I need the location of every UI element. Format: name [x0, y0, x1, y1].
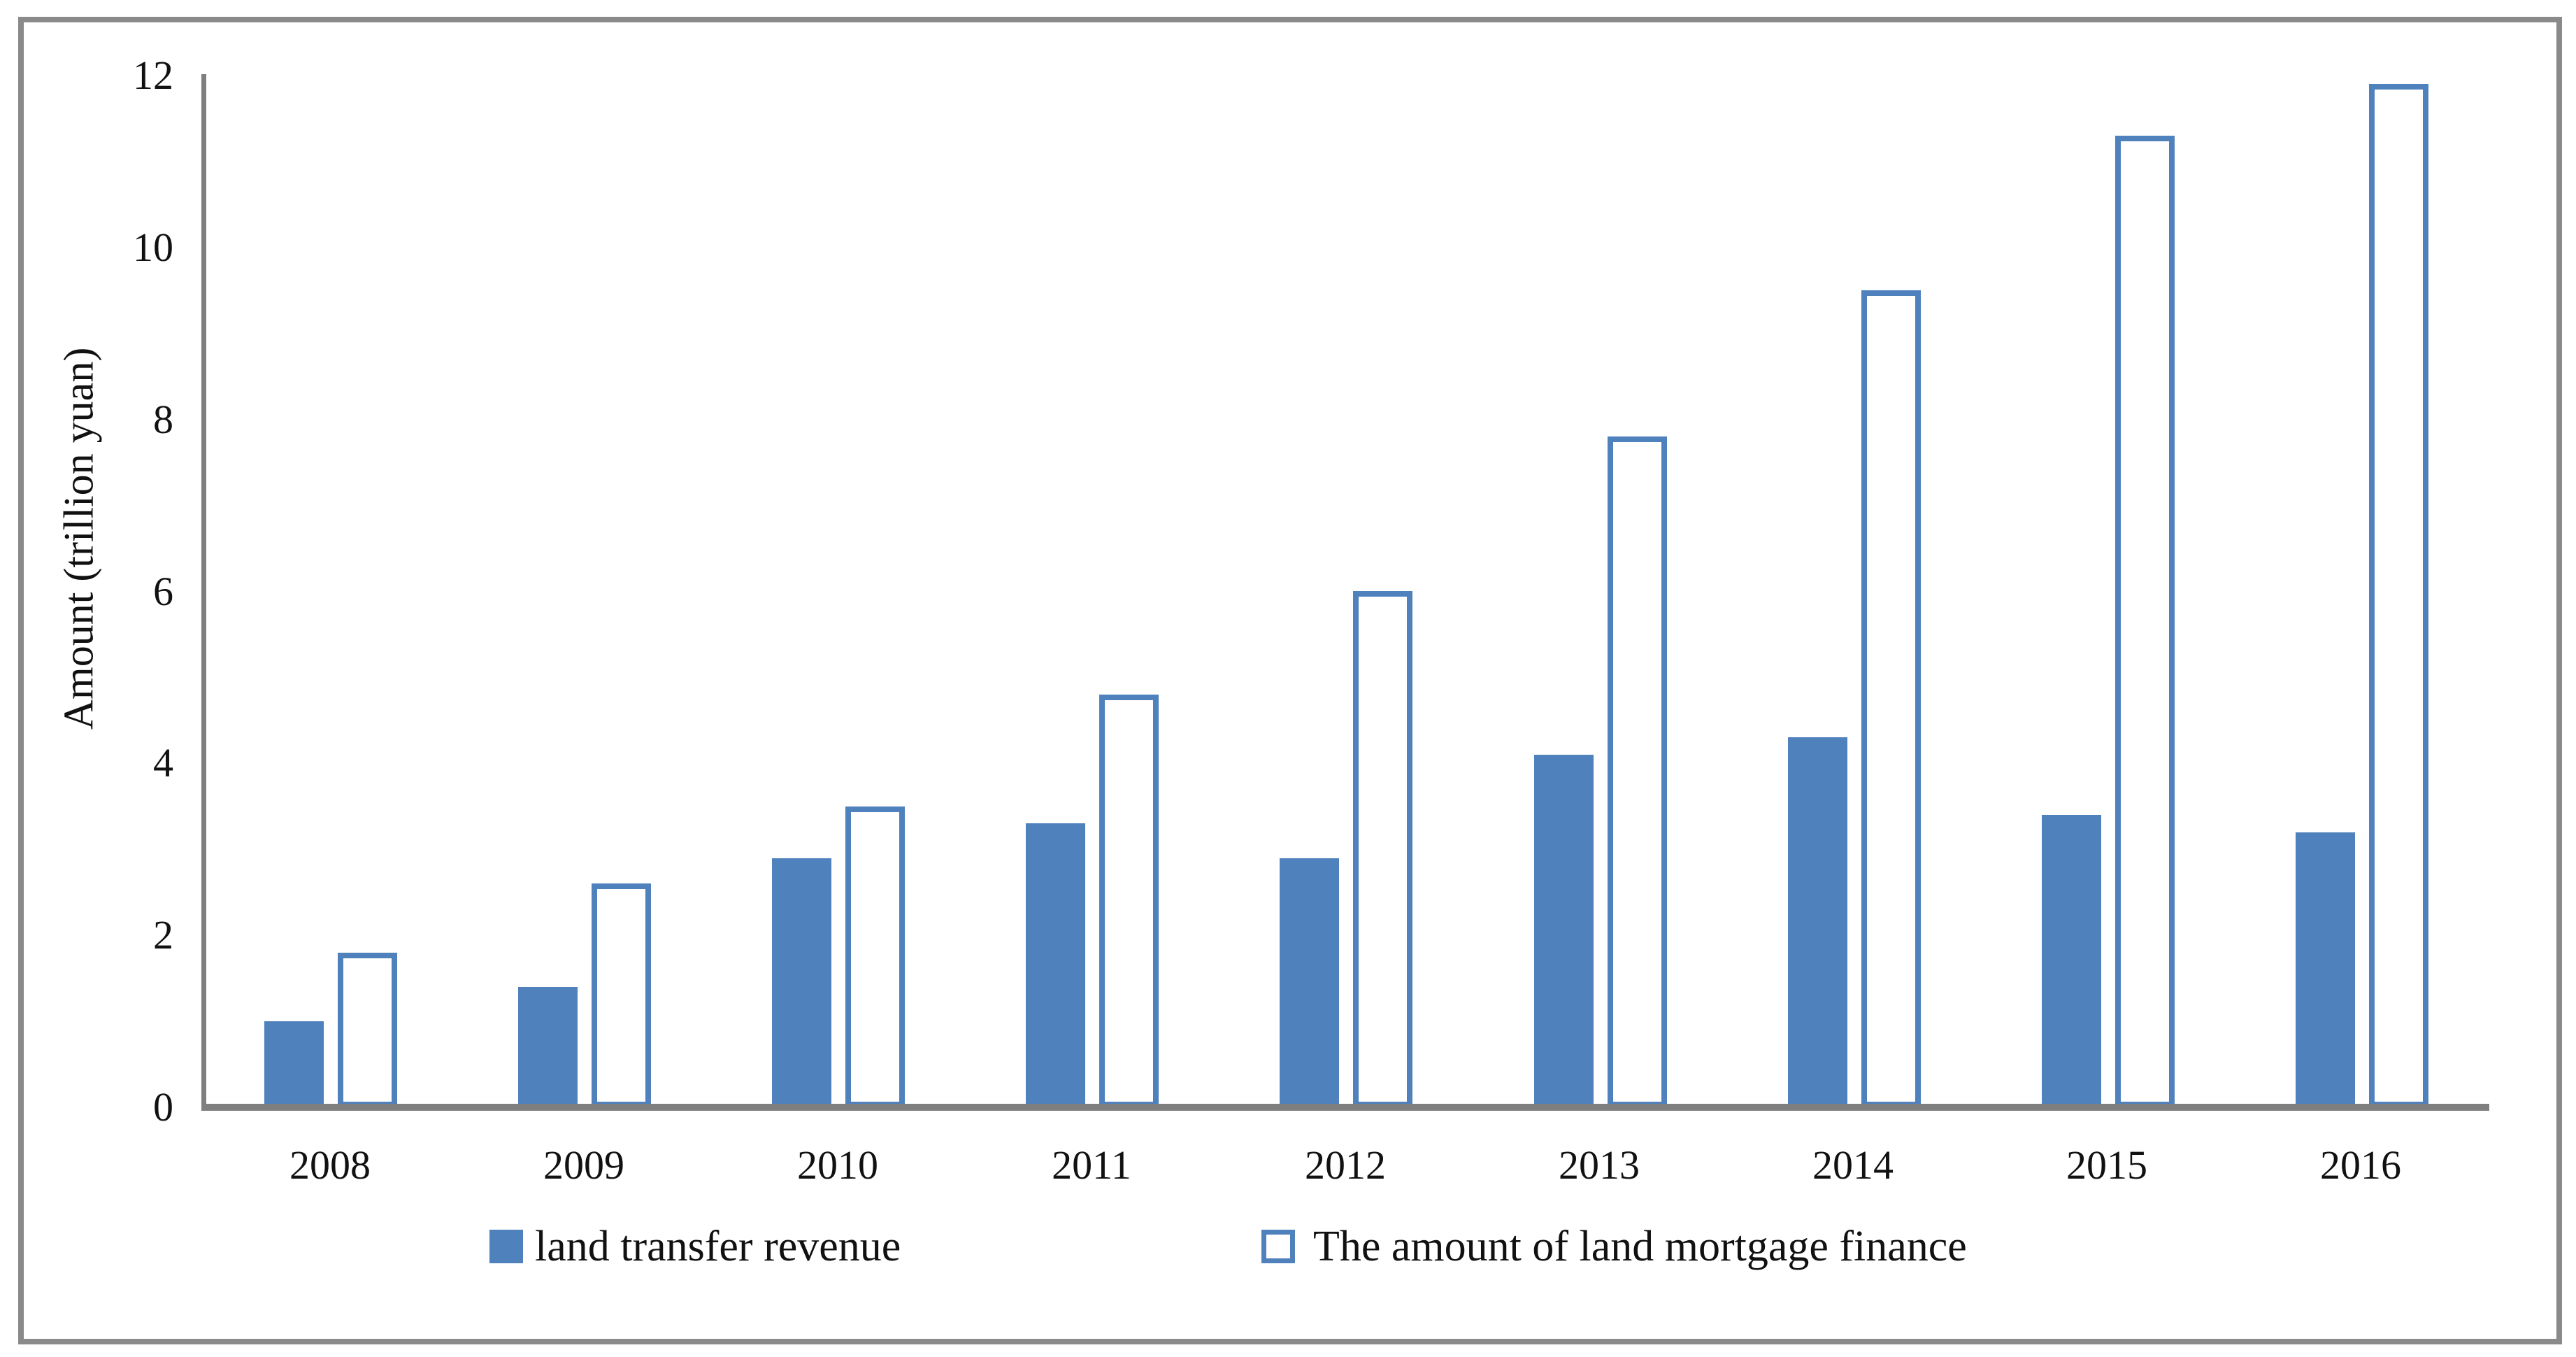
figure-border: [18, 17, 2562, 1344]
bar-outline-2010: [845, 807, 905, 1107]
legend-swatch-outline: [1261, 1230, 1295, 1263]
x-category-label-2009: 2009: [543, 1142, 624, 1188]
x-category-label-2013: 2013: [1559, 1142, 1640, 1188]
bar-solid-2010: [772, 858, 831, 1107]
bar-solid-2013: [1534, 755, 1594, 1107]
bar-outline-2008: [338, 953, 397, 1107]
y-tick-label-8: 8: [153, 396, 173, 442]
y-tick-label-6: 6: [153, 568, 173, 614]
x-category-label-2011: 2011: [1052, 1142, 1131, 1188]
bar-outline-2016: [2369, 84, 2428, 1107]
bar-outline-2015: [2115, 136, 2175, 1107]
x-category-label-2010: 2010: [797, 1142, 878, 1188]
bar-solid-2012: [1280, 858, 1339, 1107]
bar-outline-2013: [1608, 436, 1667, 1107]
x-axis-line: [201, 1104, 2489, 1111]
bar-solid-2009: [518, 987, 578, 1107]
bar-solid-2011: [1026, 823, 1085, 1107]
bar-solid-2014: [1788, 737, 1847, 1107]
bar-solid-2015: [2042, 815, 2101, 1107]
bar-solid-2008: [264, 1021, 324, 1107]
y-tick-label-0: 0: [153, 1084, 173, 1130]
y-tick-label-10: 10: [133, 224, 173, 270]
x-category-label-2015: 2015: [2066, 1142, 2147, 1188]
bar-outline-2014: [1861, 290, 1921, 1107]
bar-outline-2012: [1353, 591, 1412, 1107]
y-tick-label-12: 12: [133, 52, 173, 98]
legend-swatch-solid: [489, 1230, 523, 1263]
y-axis-line: [201, 74, 206, 1111]
legend-label-1: land transfer revenue: [535, 1222, 901, 1270]
x-category-label-2008: 2008: [289, 1142, 371, 1188]
legend-label-2: The amount of land mortgage finance: [1313, 1222, 1967, 1270]
bar-outline-2009: [592, 883, 651, 1107]
y-tick-label-4: 4: [153, 740, 173, 786]
bar-solid-2016: [2296, 832, 2355, 1107]
y-tick-label-2: 2: [153, 912, 173, 958]
bar-outline-2011: [1099, 695, 1159, 1107]
x-category-label-2016: 2016: [2320, 1142, 2401, 1188]
x-category-label-2012: 2012: [1305, 1142, 1386, 1188]
x-category-label-2014: 2014: [1812, 1142, 1894, 1188]
